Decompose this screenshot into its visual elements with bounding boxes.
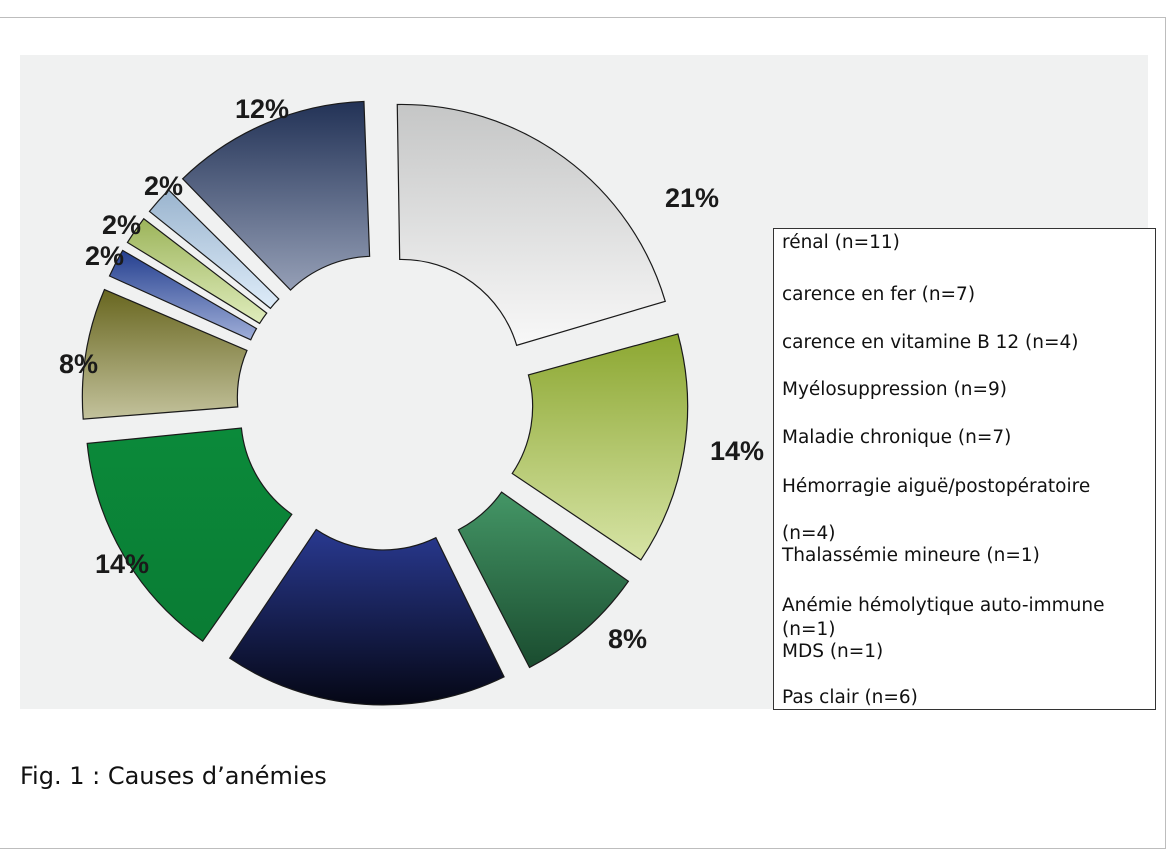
legend-item-carence-b12: carence en vitamine B 12 (n=4) (782, 332, 1079, 353)
slice-label-hemorragie-aigue-postoperatoire-n-4: 8% (59, 349, 98, 379)
slice-renal-n-11 (396, 103, 666, 347)
legend-item-carence-fer: carence en fer (n=7) (782, 284, 976, 305)
legend-item-hemorragie-n: (n=4) (782, 523, 836, 544)
labels-layer: 21%14%8%14%8%2%2%2%12% (59, 94, 764, 654)
legend-item-hemorragie: Hémorragie aiguë/postopératoire (782, 476, 1091, 497)
legend-item-pas-clair: Pas clair (n=6) (782, 687, 918, 708)
figure-frame (0, 17, 1166, 849)
slice-carence-en-vitamine-b-12-n-4 (457, 491, 630, 669)
legend-item-thalassemie: Thalassémie mineure (n=1) (782, 545, 1040, 566)
slice-label-maladie-chronique-n-7: 14% (95, 549, 149, 579)
slice-label-anemie-hemolytique-auto-immune-n-1: 2% (102, 210, 141, 240)
legend: rénal (n=11) carence en fer (n=7) carenc… (773, 228, 1156, 710)
slice-maladie-chronique-n-7 (86, 427, 293, 642)
slice-label-renal-n-11: 21% (665, 183, 719, 213)
slice-label-pas-clair-n-6: 12% (235, 94, 289, 124)
slice-pas-clair-n-6 (181, 100, 371, 291)
figure-caption: Fig. 1 : Causes d’anémies (20, 762, 327, 790)
chart-panel: 21% 14% 8% 14% 8% 2% 2% 2% 12% rénal (n=11) care… (20, 55, 1156, 710)
legend-item-anemie-hemolytique-n: (n=1) (782, 619, 836, 640)
slice-carence-en-fer-n-7 (511, 333, 689, 561)
legend-item-mds: MDS (n=1) (782, 641, 884, 662)
legend-item-anemie-hemolytique: Anémie hémolytique auto-immune (782, 595, 1105, 616)
slice-myelosuppression-n-9 (228, 528, 505, 706)
slice-label-mds-n-1: 2% (144, 171, 183, 201)
slices-layer (81, 100, 689, 706)
legend-item-myelosuppression: Myélosuppression (n=9) (782, 379, 1007, 400)
slice-label-thalassemie-mineure-n-1: 2% (85, 241, 124, 271)
slice-label-carence-en-vitamine-b-12-n-4: 8% (608, 624, 647, 654)
slice-label-carence-en-fer-n-7: 14% (710, 436, 764, 466)
donut-chart: 21%14%8%14%8%2%2%2%12% (59, 94, 764, 706)
slice-anemie-hemolytique-auto-immune-n-1 (126, 217, 268, 325)
slice-mds-n-1 (148, 189, 280, 310)
slice-thalassemie-mineure-n-1 (108, 249, 258, 341)
legend-item-renal: rénal (n=11) (782, 232, 900, 253)
slice-hemorragie-aigue-postoperatoire-n-4 (81, 288, 248, 420)
legend-item-maladie-chronique: Maladie chronique (n=7) (782, 427, 1012, 448)
